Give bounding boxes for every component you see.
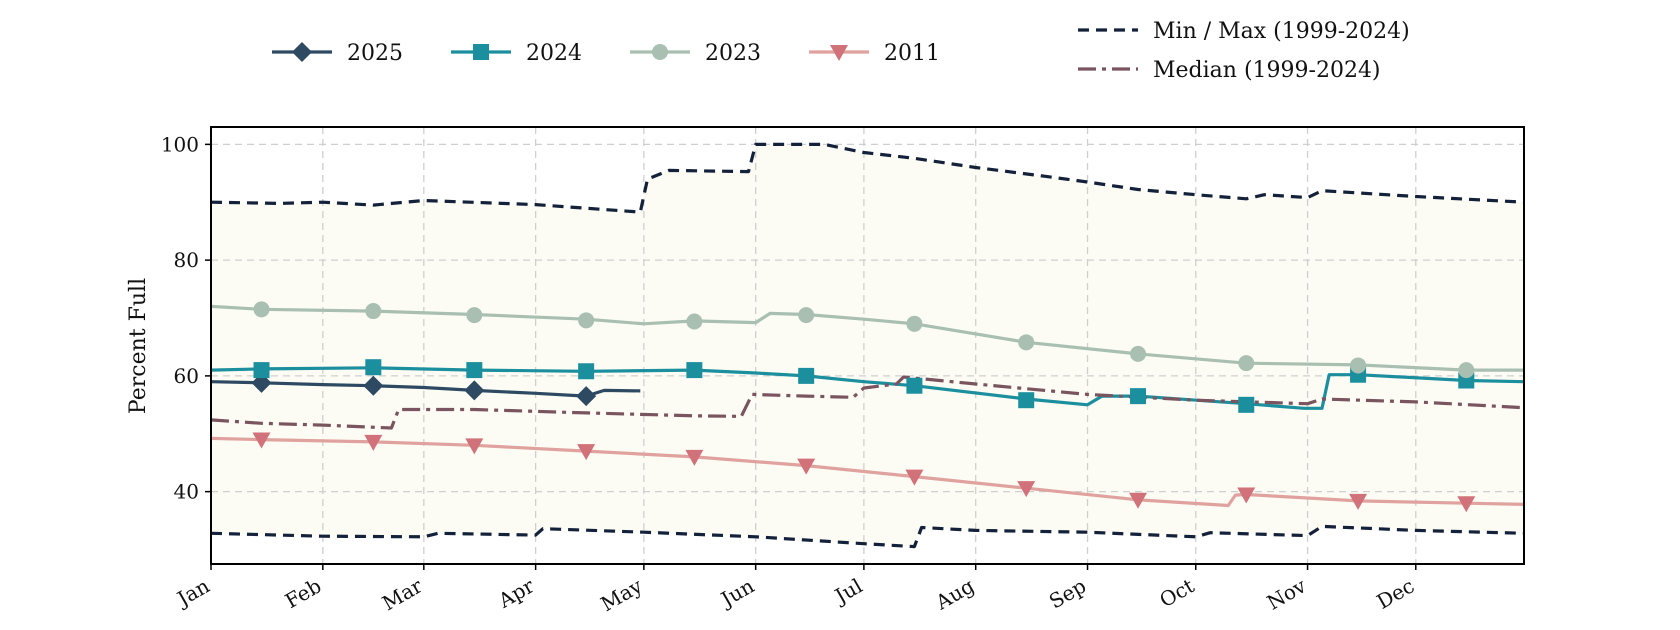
- marker-2024: [253, 362, 270, 379]
- marker-2023: [578, 312, 595, 329]
- y-tick-label: 100: [161, 132, 199, 156]
- series-markers: [251, 301, 1476, 513]
- marker-2023: [1350, 357, 1367, 374]
- x-tick-label: Sep: [1045, 574, 1090, 614]
- y-tick-label: 80: [174, 248, 199, 272]
- legend-label: Min / Max (1999-2024): [1153, 19, 1410, 44]
- marker-2024: [466, 362, 483, 379]
- min-max-band: [211, 144, 1524, 547]
- legend-swatch-marker: [292, 42, 312, 62]
- x-tick-label: Aug: [931, 573, 979, 614]
- x-tick-label: Jul: [829, 574, 866, 609]
- marker-2023: [1238, 355, 1255, 372]
- marker-2024: [798, 367, 815, 384]
- marker-2025: [363, 375, 384, 396]
- x-tick-label: Feb: [281, 574, 325, 613]
- series-line-2011: [210, 436, 1525, 508]
- plot-frame: [210, 126, 1525, 565]
- x-tick-label: Jan: [171, 573, 213, 611]
- marker-2011: [364, 434, 383, 451]
- marker-2011: [1457, 496, 1476, 513]
- marker-2023: [906, 315, 923, 332]
- y-ticks: 40 60 80 100: [161, 132, 211, 504]
- x-tick-label: May: [597, 573, 647, 616]
- x-tick-label: Nov: [1263, 573, 1311, 615]
- y-tick-label: 60: [174, 364, 199, 388]
- marker-2011: [1129, 492, 1148, 509]
- marker-2023: [466, 307, 483, 324]
- marker-2023: [1458, 362, 1475, 379]
- marker-2024: [365, 359, 382, 376]
- marker-2024: [686, 362, 703, 379]
- series-line-2025: [210, 380, 641, 398]
- legend-swatch-marker: [652, 44, 668, 60]
- marker-2023: [686, 313, 703, 330]
- marker-2024: [906, 377, 923, 394]
- y-axis-label: Percent Full: [126, 278, 151, 414]
- marker-2024: [578, 363, 595, 380]
- legend-label: 2011: [884, 41, 940, 66]
- legend-label: Median (1999-2024): [1153, 58, 1381, 83]
- legend-label: 2024: [526, 41, 582, 66]
- marker-2011: [577, 444, 596, 461]
- series-line-2023: [210, 304, 1524, 372]
- x-tick-label: Apr: [493, 573, 538, 613]
- y-tick-label: 40: [174, 480, 199, 504]
- marker-2024: [1018, 392, 1035, 409]
- series-line-max: [210, 142, 1525, 214]
- marker-2011: [1349, 493, 1368, 510]
- marker-2025: [464, 380, 485, 401]
- series-line-min: [210, 524, 1525, 549]
- marker-2023: [1130, 345, 1147, 362]
- x-tick-label: Oct: [1155, 574, 1198, 613]
- x-tick-label: Dec: [1372, 574, 1418, 614]
- legend-swatch-marker: [830, 45, 848, 61]
- marker-2011: [905, 469, 924, 486]
- marker-2024: [1130, 388, 1147, 405]
- marker-2011: [252, 432, 271, 449]
- marker-2024: [1238, 396, 1255, 413]
- marker-2011: [685, 449, 704, 466]
- legend-swatch-marker: [473, 44, 489, 60]
- marker-2023: [1018, 334, 1035, 351]
- x-tick-label: Mar: [378, 573, 427, 615]
- legend: 2025 2024 2023 2011 Min / Max (1999-2024) Med…: [272, 19, 1410, 83]
- grid: [211, 127, 1524, 564]
- legend-label: 2025: [347, 41, 403, 66]
- marker-2011: [1237, 487, 1256, 504]
- legend-label: 2023: [705, 41, 761, 66]
- marker-2023: [253, 301, 270, 318]
- x-ticks: Jan Feb Mar Apr May Jun Jul Aug Sep Oct Nov Dec: [171, 564, 1418, 616]
- marker-2023: [365, 303, 382, 320]
- marker-2011: [465, 438, 484, 455]
- x-tick-label: Jun: [715, 573, 758, 612]
- marker-2011: [797, 458, 816, 475]
- marker-2025: [576, 386, 597, 407]
- marker-2023: [798, 307, 815, 324]
- marker-2011: [1017, 481, 1036, 498]
